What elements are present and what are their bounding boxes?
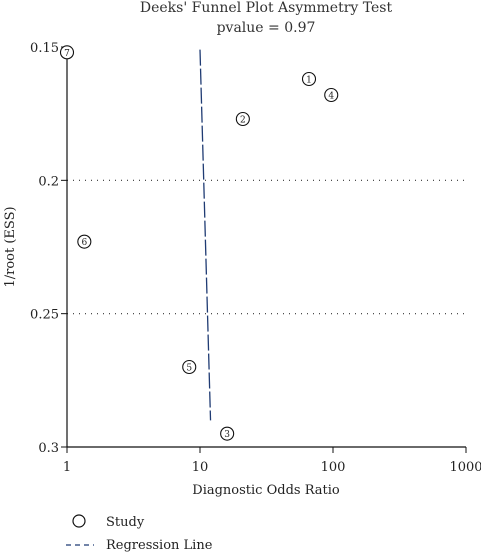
y-axis-label: 1/root (ESS) xyxy=(3,206,18,287)
study-point-label: 4 xyxy=(328,92,334,102)
y-tick-label: 0.2 xyxy=(38,174,59,189)
study-points: 1 2 3 4 5 6 7 xyxy=(59,45,339,441)
x-tick-label: 100 xyxy=(321,460,346,475)
x-axis-label: Diagnostic Odds Ratio xyxy=(192,483,340,498)
y-tick-label: 0.15 xyxy=(30,41,59,56)
study-point-label: 1 xyxy=(306,76,312,86)
study-point-marker xyxy=(77,234,92,249)
x-tick-label: 1 xyxy=(63,460,71,475)
y-tick-label: 0.25 xyxy=(30,308,59,323)
study-point-label: 2 xyxy=(240,116,246,126)
chart-subtitle: pvalue = 0.97 xyxy=(217,20,316,36)
study-point-label: 6 xyxy=(81,238,87,248)
study-point-marker xyxy=(301,71,317,87)
reference-lines xyxy=(67,179,466,315)
legend-study-marker xyxy=(72,514,86,528)
study-point-marker xyxy=(220,426,235,441)
chart-title: Deeks' Funnel Plot Asymmetry Test xyxy=(140,0,393,16)
legend-regression-label: Regression Line xyxy=(106,538,213,553)
y-tick-label: 0.3 xyxy=(38,441,59,456)
regression-line-group xyxy=(199,49,212,421)
study-point-label: 5 xyxy=(186,364,192,374)
study-point-marker xyxy=(235,111,250,127)
study-point-marker xyxy=(182,359,197,375)
axes: 1 10 100 1000 0.15 0.2 0.25 0.3 xyxy=(30,41,481,475)
x-tick-label: 10 xyxy=(192,460,209,475)
regression-line xyxy=(199,49,212,421)
legend-study-label: Study xyxy=(106,515,145,530)
legend: Study Regression Line xyxy=(66,514,213,553)
x-tick-label: 1000 xyxy=(449,460,481,475)
study-point-marker xyxy=(59,45,75,60)
study-point-label: 7 xyxy=(64,49,70,59)
study-point-label: 3 xyxy=(224,430,230,440)
study-point-marker xyxy=(324,87,339,103)
